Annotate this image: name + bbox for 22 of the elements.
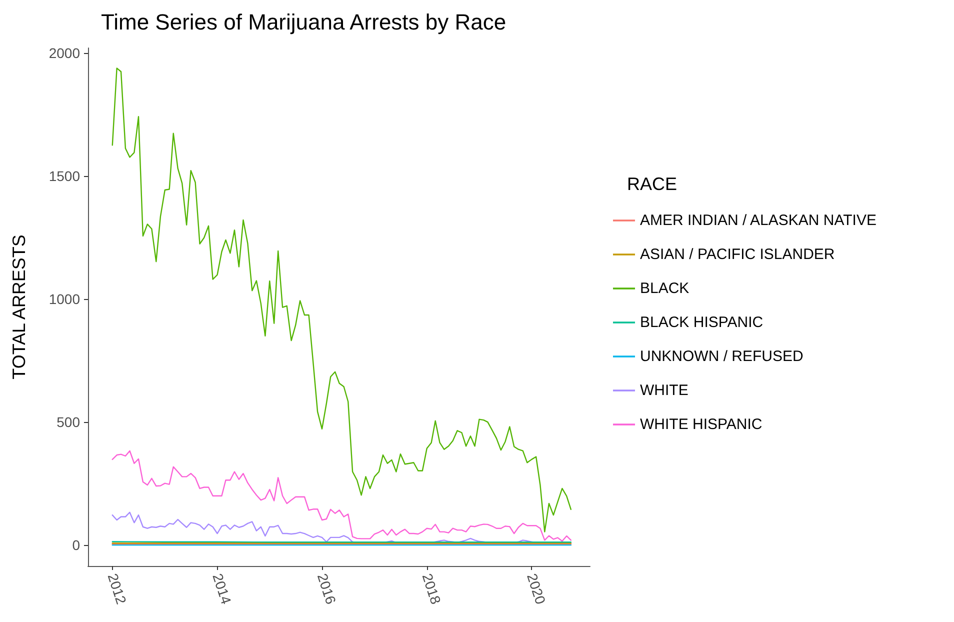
x-tick-label: 2014: [210, 572, 235, 606]
legend-label: AMER INDIAN / ALASKAN NATIVE: [640, 212, 876, 229]
legend-label: WHITE: [640, 382, 688, 399]
chart-title: Time Series of Marijuana Arrests by Race: [101, 10, 506, 34]
x-tick-label: 2012: [104, 572, 130, 606]
legend-label: WHITE HISPANIC: [640, 416, 762, 433]
y-tick-label: 2000: [48, 44, 80, 61]
legend-label: BLACK HISPANIC: [640, 314, 764, 331]
legend-title: RACE: [627, 174, 678, 194]
x-tick-label: 2016: [314, 572, 340, 606]
y-tick-label: 0: [72, 537, 80, 554]
x-tick-label: 2020: [524, 572, 549, 606]
line-series: [112, 68, 572, 532]
legend-label: ASIAN / PACIFIC ISLANDER: [640, 246, 835, 263]
y-tick-label: 1000: [48, 291, 80, 307]
y-axis-title: TOTAL ARRESTS: [9, 234, 29, 380]
legend-label: BLACK: [640, 280, 690, 297]
x-tick-label: 2018: [419, 572, 444, 606]
y-tick-label: 500: [56, 414, 80, 430]
y-tick-label: 1500: [48, 168, 80, 184]
legend-label: UNKNOWN / REFUSED: [640, 348, 804, 365]
line-series: [112, 450, 572, 542]
